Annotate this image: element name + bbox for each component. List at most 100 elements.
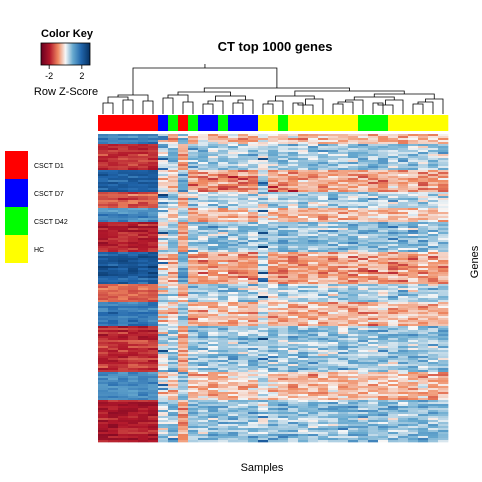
heatmap-cell bbox=[338, 314, 349, 317]
heatmap-cell bbox=[288, 300, 299, 303]
heatmap-cell bbox=[438, 228, 449, 231]
heatmap-cell bbox=[328, 194, 339, 197]
heatmap-cell bbox=[138, 224, 149, 227]
heatmap-cell bbox=[208, 276, 219, 279]
heatmap-cell bbox=[318, 230, 329, 233]
heatmap-cell bbox=[338, 304, 349, 307]
heatmap-cell bbox=[298, 252, 309, 255]
heatmap-cell bbox=[408, 158, 419, 161]
heatmap-cell bbox=[178, 260, 189, 263]
heatmap-cell bbox=[318, 326, 329, 329]
heatmap-cell bbox=[398, 332, 409, 335]
heatmap-cell bbox=[348, 136, 359, 139]
heatmap-cell bbox=[428, 396, 439, 399]
heatmap-cell bbox=[218, 360, 229, 363]
heatmap-cell bbox=[338, 306, 349, 309]
heatmap-cell bbox=[138, 386, 149, 389]
heatmap-cell bbox=[378, 192, 389, 195]
heatmap-cell bbox=[298, 300, 309, 303]
heatmap-cell bbox=[398, 278, 409, 281]
heatmap-cell bbox=[328, 208, 339, 211]
heatmap-cell bbox=[308, 200, 319, 203]
heatmap-cell bbox=[228, 402, 239, 405]
heatmap-cell bbox=[348, 242, 359, 245]
heatmap-cell bbox=[328, 256, 339, 259]
heatmap-cell bbox=[238, 352, 249, 355]
heatmap-cell bbox=[338, 168, 349, 171]
heatmap-cell bbox=[138, 142, 149, 145]
heatmap-cell bbox=[358, 158, 369, 161]
heatmap-cell bbox=[98, 280, 109, 283]
heatmap-cell bbox=[378, 216, 389, 219]
heatmap-cell bbox=[168, 354, 179, 357]
heatmap-cell bbox=[188, 334, 199, 337]
heatmap-cell bbox=[98, 142, 109, 145]
heatmap-cell bbox=[388, 166, 399, 169]
heatmap-cell bbox=[348, 412, 359, 415]
heatmap-cell bbox=[98, 186, 109, 189]
heatmap-cell bbox=[138, 202, 149, 205]
heatmap-cell bbox=[218, 282, 229, 285]
heatmap-cell bbox=[178, 412, 189, 415]
heatmap-cell bbox=[398, 408, 409, 411]
heatmap-cell bbox=[418, 342, 429, 345]
heatmap-cell bbox=[328, 330, 339, 333]
heatmap-cell bbox=[198, 254, 209, 257]
heatmap-cell bbox=[358, 242, 369, 245]
heatmap-cell bbox=[98, 264, 109, 267]
heatmap-cell bbox=[408, 328, 419, 331]
heatmap-cell bbox=[298, 272, 309, 275]
heatmap-cell bbox=[148, 280, 159, 283]
heatmap-cell bbox=[428, 324, 439, 327]
heatmap-cell bbox=[268, 408, 279, 411]
heatmap-cell bbox=[348, 182, 359, 185]
heatmap-cell bbox=[198, 220, 209, 223]
heatmap-cell bbox=[118, 252, 129, 255]
heatmap-cell bbox=[168, 166, 179, 169]
heatmap-cell bbox=[268, 162, 279, 165]
heatmap-cell bbox=[288, 398, 299, 401]
heatmap-cell bbox=[298, 362, 309, 365]
heatmap-cell bbox=[358, 368, 369, 371]
heatmap-cell bbox=[198, 140, 209, 143]
heatmap-cell bbox=[218, 242, 229, 245]
heatmap-cell bbox=[218, 320, 229, 323]
heatmap-cell bbox=[138, 302, 149, 305]
heatmap-cell bbox=[408, 278, 419, 281]
heatmap-cell bbox=[188, 236, 199, 239]
heatmap-cell bbox=[258, 306, 269, 309]
heatmap-cell bbox=[398, 296, 409, 299]
heatmap-cell bbox=[238, 334, 249, 337]
heatmap-cell bbox=[268, 384, 279, 387]
heatmap-cell bbox=[428, 194, 439, 197]
heatmap-cell bbox=[238, 296, 249, 299]
heatmap-cell bbox=[368, 252, 379, 255]
heatmap-cell bbox=[178, 370, 189, 373]
heatmap-cell bbox=[428, 196, 439, 199]
heatmap-cell bbox=[118, 398, 129, 401]
heatmap-cell bbox=[218, 158, 229, 161]
heatmap-cell bbox=[418, 212, 429, 215]
heatmap-cell bbox=[288, 366, 299, 369]
heatmap-cell bbox=[368, 364, 379, 367]
heatmap-cell bbox=[158, 318, 169, 321]
heatmap-cell bbox=[168, 200, 179, 203]
heatmap-cell bbox=[288, 144, 299, 147]
dendrogram-branch bbox=[207, 100, 224, 114]
heatmap-cell bbox=[138, 360, 149, 363]
heatmap-cell bbox=[98, 278, 109, 281]
heatmap-cell bbox=[318, 176, 329, 179]
heatmap-cell bbox=[428, 410, 439, 413]
dendrogram-branch bbox=[132, 67, 278, 95]
heatmap-cell bbox=[148, 406, 159, 409]
heatmap-cell bbox=[398, 372, 409, 375]
heatmap-cell bbox=[308, 204, 319, 207]
heatmap-cell bbox=[328, 166, 339, 169]
heatmap-cell bbox=[378, 336, 389, 339]
heatmap-cell bbox=[158, 282, 169, 285]
heatmap-cell bbox=[318, 178, 329, 181]
heatmap-cell bbox=[288, 302, 299, 305]
heatmap-cell bbox=[258, 354, 269, 357]
heatmap-cell bbox=[328, 314, 339, 317]
heatmap-cell bbox=[208, 288, 219, 291]
